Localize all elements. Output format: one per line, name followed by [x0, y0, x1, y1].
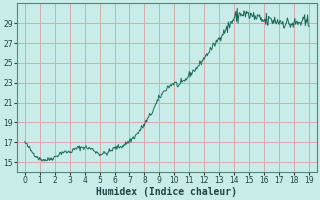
X-axis label: Humidex (Indice chaleur): Humidex (Indice chaleur) — [96, 186, 237, 197]
